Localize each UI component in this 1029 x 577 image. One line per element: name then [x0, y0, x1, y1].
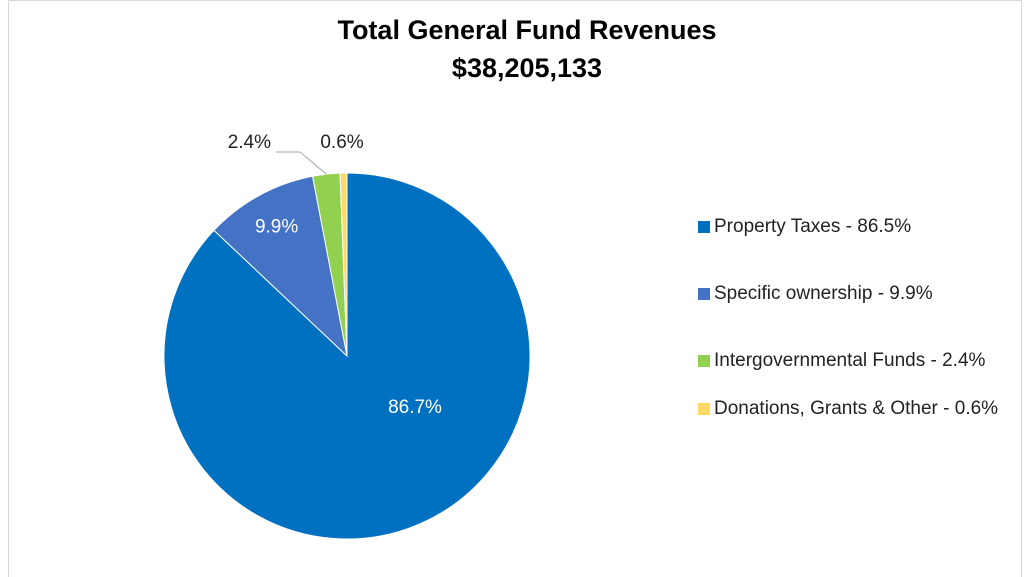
- data-label: 0.6%: [320, 132, 363, 153]
- legend-item: Specific ownership - 9.9%: [698, 283, 1024, 304]
- chart-subtitle: $38,205,133: [452, 53, 602, 83]
- legend-label: Specific ownership - 9.9%: [714, 283, 933, 304]
- legend-swatch: [698, 355, 710, 367]
- data-label: 9.9%: [255, 217, 298, 238]
- legend-item: Donations, Grants & Other - 0.6%: [698, 398, 1024, 419]
- legend-swatch: [698, 403, 710, 415]
- chart-title: Total General Fund Revenues: [337, 15, 716, 45]
- legend-label: Donations, Grants & Other - 0.6%: [714, 398, 999, 419]
- legend-item: Intergovernmental Funds - 2.4%: [698, 350, 1024, 371]
- legend: Property Taxes - 86.5% Specific ownership…: [698, 216, 1024, 446]
- data-label: 86.7%: [388, 397, 442, 418]
- pie-slice: [339, 172, 348, 357]
- pie-slice: [213, 175, 348, 358]
- legend-label: Property Taxes - 86.5%: [714, 216, 912, 237]
- legend-item: Property Taxes - 86.5%: [698, 216, 1024, 237]
- legend-swatch: [698, 288, 710, 300]
- chart-border: [8, 0, 1022, 577]
- legend-label: Intergovernmental Funds - 2.4%: [714, 350, 986, 371]
- data-label: 2.4%: [228, 132, 271, 153]
- leader-line: [276, 151, 327, 175]
- legend-swatch: [698, 221, 710, 233]
